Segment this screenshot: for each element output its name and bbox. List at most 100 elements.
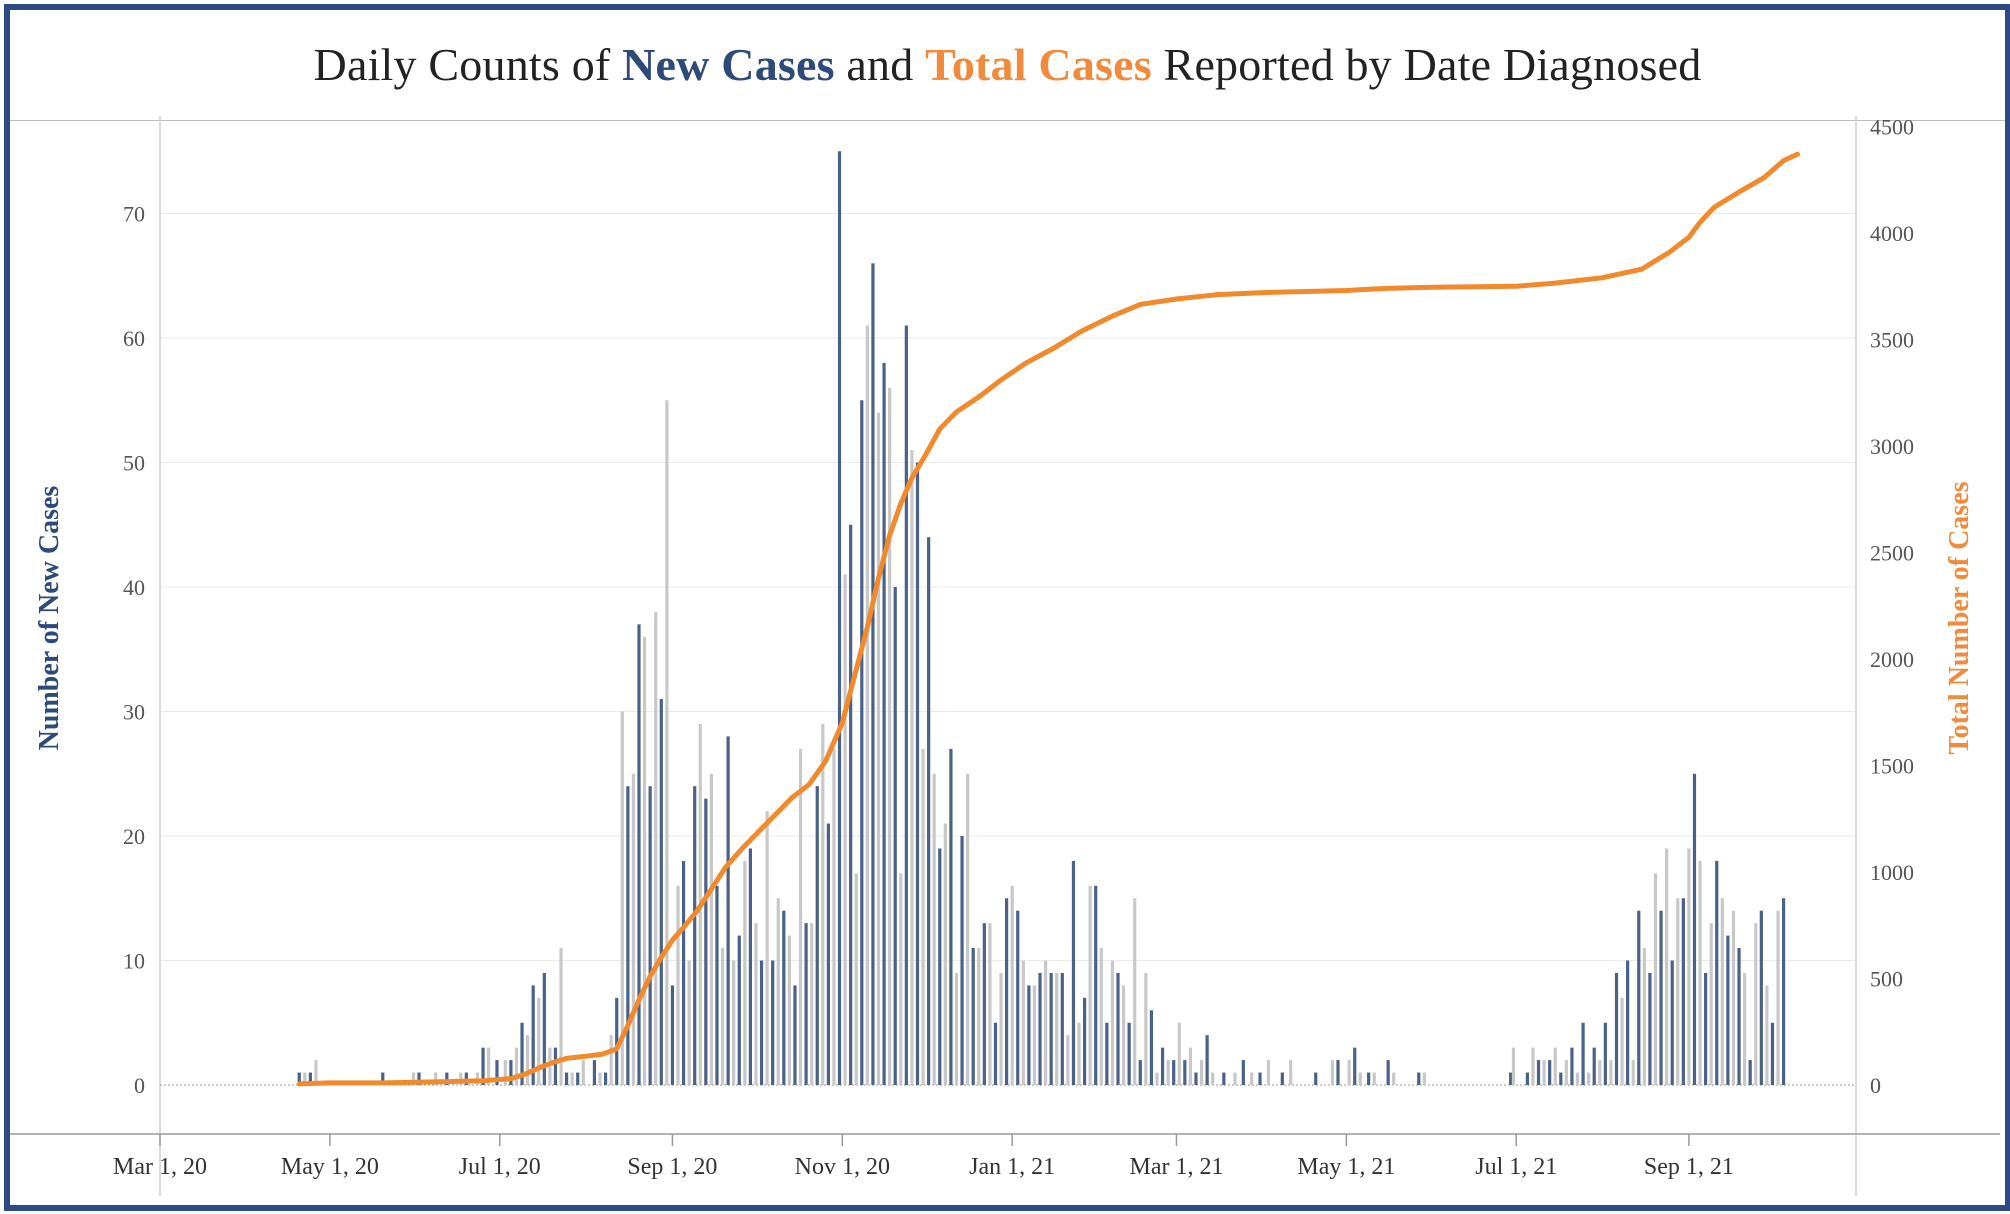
new-cases-bar [434, 1072, 438, 1085]
new-cases-bar [1188, 1047, 1193, 1085]
new-cases-bar [1653, 873, 1658, 1085]
new-cases-bar [1250, 1072, 1254, 1085]
new-cases-bar [1099, 948, 1103, 1085]
new-cases-bar [754, 923, 758, 1085]
new-cases-bar [1511, 1047, 1516, 1085]
x-tick-label: Sep 1, 21 [1644, 1154, 1734, 1180]
new-cases-bar [804, 923, 808, 1085]
title-prefix: Daily Counts of [313, 39, 623, 90]
new-cases-bar [1603, 1022, 1607, 1085]
new-cases-bar [576, 1072, 580, 1085]
new-cases-bar [1021, 960, 1025, 1085]
new-cases-bar [1692, 773, 1697, 1085]
new-cases-bar [654, 611, 658, 1085]
new-cases-bar [1642, 948, 1646, 1085]
new-cases-bar [1336, 1060, 1340, 1085]
new-cases-bar [865, 325, 869, 1085]
new-cases-bar [411, 1072, 416, 1085]
left-tick-label: 0 [134, 1073, 145, 1098]
new-cases-bar [910, 450, 914, 1085]
new-cases-bar [1587, 1072, 1591, 1085]
new-cases-bar [1144, 972, 1148, 1085]
new-cases-bar [782, 910, 786, 1085]
new-cases-bar [531, 985, 535, 1085]
total-cases-line [296, 151, 1800, 1087]
new-cases-bar [1681, 898, 1685, 1085]
new-cases-bar [726, 736, 730, 1085]
new-cases-bar [620, 711, 624, 1085]
new-cases-bar [537, 997, 541, 1085]
new-cases-bar [982, 923, 986, 1085]
new-cases-bar [993, 1022, 998, 1085]
new-cases-bar [938, 848, 942, 1085]
new-cases-bar [1720, 898, 1724, 1085]
new-cases-bar [1127, 1022, 1131, 1085]
new-cases-bar [849, 524, 853, 1085]
title-bar: Daily Counts of New Cases and Total Case… [10, 10, 2005, 121]
new-cases-bar [860, 400, 864, 1085]
new-cases-bar [893, 587, 897, 1085]
new-cases-bar [1005, 898, 1009, 1085]
new-cases-bar [1358, 1072, 1362, 1085]
new-cases-bar [1748, 1060, 1752, 1085]
new-cases-bar [1581, 1022, 1585, 1085]
new-cases-bar [821, 723, 825, 1085]
new-cases-bar [1392, 1072, 1396, 1085]
new-cases-bar [670, 985, 675, 1085]
grid-layer [160, 213, 1856, 961]
new-cases-bar [1258, 1072, 1262, 1085]
new-cases-bar [1709, 923, 1713, 1085]
new-cases-bar [520, 1022, 524, 1085]
new-cases-bar [1155, 1072, 1159, 1085]
right-tick-label: 1000 [1870, 860, 1914, 885]
new-cases-bar [1289, 1060, 1293, 1085]
new-cases-bar [514, 1047, 519, 1085]
new-cases-bar [1194, 1072, 1198, 1085]
new-cases-bar [1266, 1060, 1270, 1085]
new-cases-bar [720, 948, 725, 1085]
new-cases-bar [1347, 1060, 1351, 1085]
new-cases-bar [308, 1072, 312, 1085]
left-tick-label: 60 [123, 326, 145, 351]
new-cases-bar [854, 873, 858, 1085]
new-cases-bar [1066, 1035, 1070, 1085]
new-cases-bar [626, 786, 630, 1085]
new-cases-bar [715, 885, 719, 1085]
x-tick-label: Nov 1, 20 [795, 1154, 890, 1180]
new-cases-bar [971, 948, 975, 1085]
new-cases-bar [1043, 960, 1048, 1085]
new-cases-bar [1032, 985, 1037, 1085]
new-cases-bar [648, 786, 652, 1085]
x-axis: Mar 1, 20 May 1, 20 Jul 1, 20 Sep 1, 20 Nov … [113, 1134, 1734, 1180]
x-tick-label: Sep 1, 20 [627, 1154, 717, 1180]
x-tick-label: May 1, 20 [281, 1154, 379, 1180]
new-cases-bar [693, 786, 697, 1085]
new-cases-bar [1676, 898, 1680, 1085]
new-cases-bar [1737, 948, 1741, 1085]
new-cases-bar [687, 960, 691, 1085]
right-tick-label: 4500 [1870, 115, 1914, 140]
new-cases-bar [732, 960, 736, 1085]
new-cases-bar [1592, 1047, 1596, 1085]
x-tick-label: Mar 1, 21 [1129, 1154, 1223, 1180]
x-tick-label: Mar 1, 20 [113, 1154, 207, 1180]
new-cases-bar [837, 151, 842, 1085]
new-cases-bar [1211, 1072, 1215, 1085]
new-cases-bar [1525, 1072, 1529, 1085]
right-axis: 0 500 1000 1500 2000 2500 3000 3500 4000 4500 [1870, 115, 1914, 1099]
new-cases-bar [1241, 1060, 1245, 1085]
new-cases-bar [659, 699, 663, 1085]
new-cases-bar [1564, 1060, 1568, 1085]
new-cases-bar [1743, 972, 1747, 1085]
new-cases-bar [570, 1072, 574, 1085]
new-cases-bar [1575, 1072, 1580, 1085]
new-cases-bar [1199, 1060, 1204, 1085]
left-tick-label: 30 [123, 700, 145, 725]
new-cases-bar [509, 1060, 513, 1085]
new-cases-bar [1536, 1060, 1541, 1085]
new-cases-bar [1060, 972, 1064, 1085]
right-tick-label: 2000 [1870, 647, 1914, 672]
new-cases-bar [609, 1035, 613, 1085]
new-cases-bar [1776, 910, 1780, 1085]
right-tick-label: 3500 [1870, 328, 1914, 353]
